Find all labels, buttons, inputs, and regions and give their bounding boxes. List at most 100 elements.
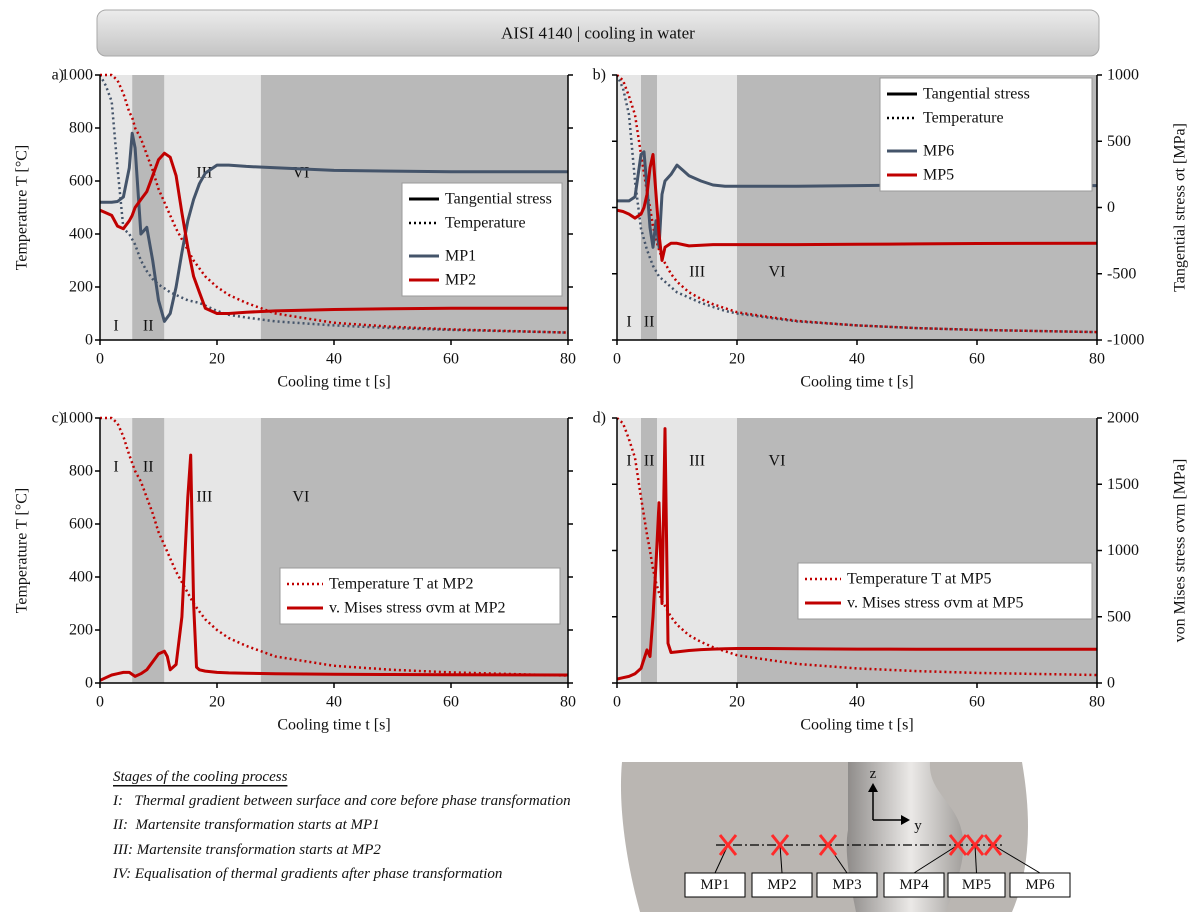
x-tick-label: 40 (326, 694, 342, 711)
y-axis-label: Temperature T [°C] (14, 145, 31, 271)
legend-label: MP1 (445, 248, 476, 265)
note-item: IV: Equalisation of thermal gradients af… (112, 866, 502, 882)
point-marker (818, 834, 838, 856)
stress-line (617, 150, 1097, 249)
stage-label: II (143, 318, 154, 335)
legend-label: MP5 (923, 167, 954, 184)
x-tick-label: 60 (969, 351, 985, 368)
point-box (816, 872, 878, 898)
x-tick-label: 80 (560, 351, 576, 368)
y-tick-label: 800 (69, 120, 93, 137)
x-tick-label: 40 (849, 351, 865, 368)
stage-region (100, 418, 133, 683)
header-bar (96, 9, 1100, 57)
point-marker (718, 834, 738, 856)
leader-line (992, 844, 1041, 874)
y2-tick-label: 0 (1107, 675, 1115, 692)
y-tick-label: 400 (69, 226, 93, 243)
x-tick-label: 20 (729, 694, 745, 711)
stage-label: VI (292, 489, 309, 506)
stage-region (164, 75, 261, 340)
stress-line (100, 151, 568, 315)
y-tick-label: 400 (69, 569, 93, 586)
stage-label: III (689, 264, 705, 281)
x-tick-label: 0 (96, 694, 104, 711)
temperature-line (100, 73, 568, 334)
x-tick-label: 40 (849, 694, 865, 711)
stage-label: III (689, 453, 705, 470)
legend-box (279, 567, 561, 625)
y-tick-label: 200 (69, 622, 93, 639)
x-tick-label: 0 (613, 694, 621, 711)
legend-box (401, 182, 563, 297)
y-axis-label: Temperature T [°C] (14, 488, 31, 614)
stage-label: VI (769, 264, 786, 281)
x-axis-label: Cooling time t [s] (800, 374, 913, 391)
stage-label: III (196, 489, 212, 506)
panel-label: d) (593, 410, 606, 427)
x-tick-label: 0 (613, 351, 621, 368)
y-tick-label: 600 (69, 173, 93, 190)
x-tick-label: 80 (1089, 351, 1105, 368)
stage-label: VI (769, 453, 786, 470)
stage-region (132, 418, 165, 683)
y2-tick-label: 1000 (1107, 542, 1139, 559)
stress-line (617, 153, 1097, 262)
x-tick-label: 0 (96, 351, 104, 368)
stage-region (737, 418, 1097, 683)
x-tick-label: 60 (443, 351, 459, 368)
y2-axis-label: von Mises stress σvm [MPa] (1172, 459, 1189, 643)
x-tick-label: 60 (443, 694, 459, 711)
point-box (684, 872, 746, 898)
panel-label: a) (52, 67, 64, 84)
legend-label: v. Mises stress σvm at MP2 (329, 600, 505, 617)
x-tick-label: 40 (326, 351, 342, 368)
leader-line (779, 844, 783, 874)
point-label: MP3 (832, 877, 861, 893)
stage-label: II (143, 459, 154, 476)
legend-box (797, 562, 1093, 620)
axis-label: y (914, 818, 922, 834)
point-box (947, 872, 1006, 898)
y2-tick-label: 1500 (1107, 476, 1139, 493)
x-tick-label: 80 (560, 694, 576, 711)
x-tick-label: 20 (729, 351, 745, 368)
y-tick-label: 200 (69, 279, 93, 296)
y-tick-label: 800 (69, 463, 93, 480)
note-title: Stages of the cooling process (113, 769, 288, 785)
y2-tick-label: -500 (1107, 265, 1136, 282)
point-marker (948, 834, 968, 856)
point-label: MP1 (700, 877, 729, 893)
point-marker (965, 834, 985, 856)
temperature-line (617, 74, 1097, 334)
point-label: MP4 (899, 877, 929, 893)
point-label: MP2 (767, 877, 796, 893)
leader-line (913, 844, 959, 874)
stage-label: VI (292, 165, 309, 182)
point-marker (983, 834, 1003, 856)
y2-tick-label: 500 (1107, 608, 1131, 625)
stage-region (260, 418, 568, 683)
legend-label: Temperature T at MP2 (329, 576, 473, 593)
stage-label: I (626, 314, 631, 331)
x-axis-label: Cooling time t [s] (277, 717, 390, 734)
legend-label: Temperature (923, 110, 1004, 127)
legend-label: Tangential stress (923, 86, 1030, 103)
stage-region (100, 75, 133, 340)
stage-label: I (626, 453, 631, 470)
y-tick-label: 1000 (61, 410, 93, 427)
y-tick-label: 0 (85, 332, 93, 349)
y-tick-label: 0 (85, 675, 93, 692)
y-tick-label: 1000 (61, 67, 93, 84)
panel-label: c) (52, 410, 64, 427)
stage-label: I (113, 318, 118, 335)
legend-label: v. Mises stress σvm at MP5 (847, 595, 1023, 612)
point-label: MP6 (1025, 877, 1055, 893)
header-title: AISI 4140 | cooling in water (501, 24, 695, 43)
arrow-head (868, 783, 878, 792)
legend-label: Tangential stress (445, 191, 552, 208)
y2-tick-label: 1000 (1107, 67, 1139, 84)
temperature-line (617, 417, 1097, 677)
legend-label: Temperature T at MP5 (847, 571, 991, 588)
